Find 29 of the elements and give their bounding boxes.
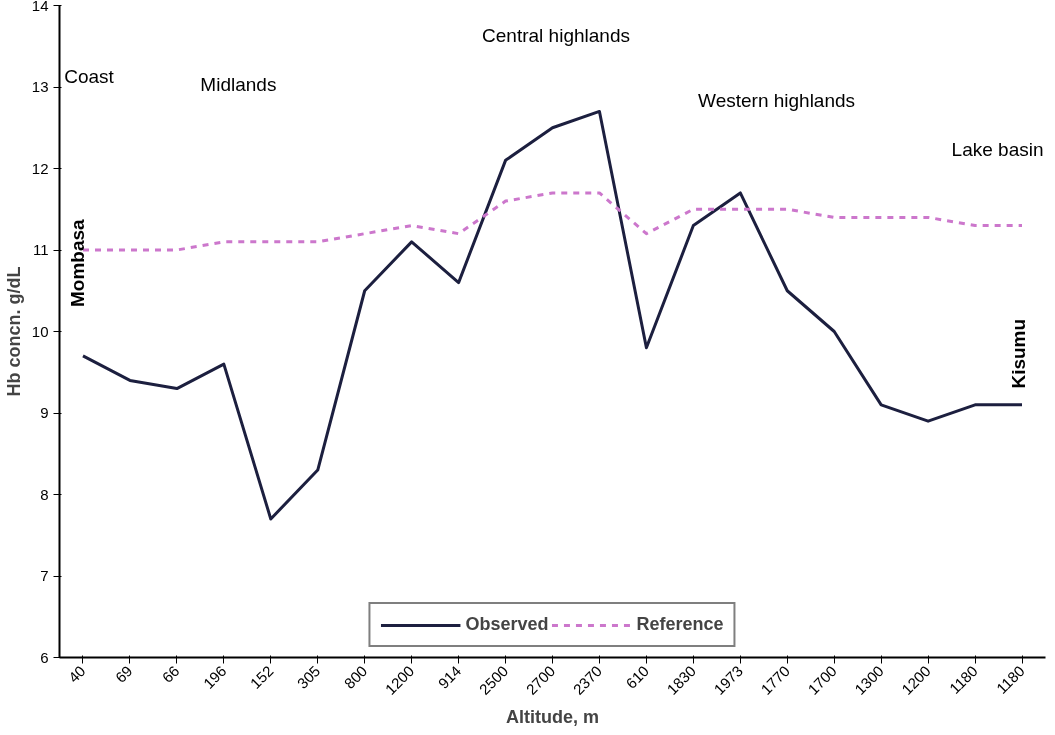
- x-tick-label: 800: [340, 662, 371, 692]
- annotation: Midlands: [200, 74, 277, 96]
- annotation: Coast: [64, 66, 115, 87]
- x-tick-label: 610: [622, 662, 653, 692]
- annotation: Mombasa: [66, 218, 88, 308]
- y-tick-label: 14: [31, 0, 49, 14]
- y-tick-label: 8: [40, 485, 49, 503]
- x-tick-label: 305: [293, 662, 324, 692]
- y-tick-label: 10: [31, 322, 49, 340]
- legend-label: Observed: [465, 614, 549, 635]
- annotation: Western highlands: [698, 90, 856, 112]
- x-tick-label: 66: [158, 662, 183, 686]
- x-tick-label: 196: [199, 662, 230, 692]
- y-tick-label: 12: [31, 159, 49, 177]
- annotation: Central highlands: [482, 25, 630, 47]
- y-tick-label: 13: [31, 78, 49, 95]
- y-tick-label: 11: [32, 241, 49, 258]
- annotation: Lake basin: [951, 139, 1044, 161]
- y-tick-label: 7: [40, 567, 49, 584]
- x-tick-label: 152: [246, 662, 277, 692]
- y-tick-label: 9: [40, 404, 49, 421]
- y-tick-label: 6: [40, 648, 49, 666]
- y-axis-title: Hb concn. g/dL: [3, 266, 24, 397]
- annotation: Kisumu: [1007, 318, 1029, 389]
- x-tick-label: 40: [64, 662, 89, 686]
- x-tick-label: 69: [111, 662, 136, 686]
- x-axis-title: Altitude, m: [506, 707, 599, 728]
- legend-label: Reference: [636, 614, 724, 635]
- x-tick-label: 914: [434, 662, 465, 692]
